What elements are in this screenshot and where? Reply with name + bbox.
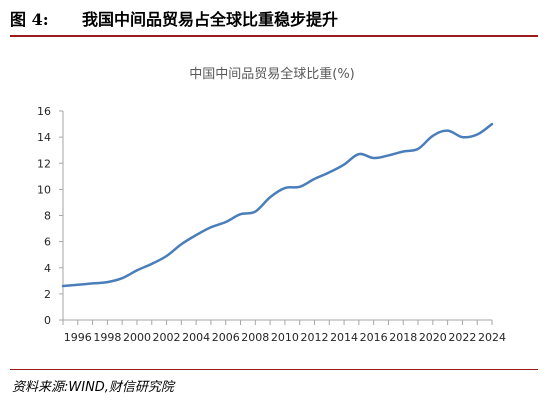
- y-tick-label: 10: [37, 183, 51, 196]
- x-tick-label: 2016: [360, 331, 388, 344]
- y-tick-label: 6: [44, 236, 51, 249]
- x-tick-label: 2002: [153, 331, 181, 344]
- x-tick-label: 2006: [212, 331, 240, 344]
- y-tick-label: 8: [44, 210, 51, 223]
- chart-title: 中国中间品贸易全球比重(%): [189, 66, 355, 82]
- x-axis: 1996 1998 2000 2002 2004 2006 2008 2010 2012 2014…: [62, 319, 506, 344]
- source-note: 资料来源:WIND,财信研究院: [12, 380, 174, 395]
- x-tick-label: 2024: [478, 331, 506, 344]
- series-line: [61, 122, 494, 288]
- x-tick-label: 2022: [448, 331, 476, 344]
- footer-rule: [10, 369, 538, 370]
- x-tick-label: 2010: [271, 331, 299, 344]
- figure-header: 图 4: 我国中间品贸易占全球比重稳步提升: [0, 0, 550, 36]
- x-tick-label: 1998: [93, 331, 121, 344]
- x-tick-label: 2004: [182, 331, 210, 344]
- figure-title: 我国中间品贸易占全球比重稳步提升: [82, 10, 339, 29]
- x-tick-label: 2012: [300, 331, 328, 344]
- y-tick-label: 2: [44, 288, 51, 301]
- series-group: [61, 122, 494, 288]
- x-tick-label: 1996: [64, 331, 92, 344]
- x-tick-label: 2018: [389, 331, 417, 344]
- x-tick-label: 2014: [330, 331, 358, 344]
- y-tick-label: 0: [44, 314, 51, 327]
- y-tick-label: 14: [37, 131, 51, 144]
- y-tick-label: 12: [37, 157, 51, 170]
- header-rule: [10, 35, 538, 37]
- y-tick-label: 4: [44, 262, 51, 275]
- x-tick-label: 2008: [241, 331, 269, 344]
- y-tick-label: 16: [37, 105, 51, 118]
- x-tick-label: 2020: [419, 331, 447, 344]
- x-tick-label: 2000: [123, 331, 151, 344]
- y-axis: 0 2 4 6 8 10 12 14 16: [37, 105, 64, 327]
- figure-label: 图 4:: [10, 10, 49, 29]
